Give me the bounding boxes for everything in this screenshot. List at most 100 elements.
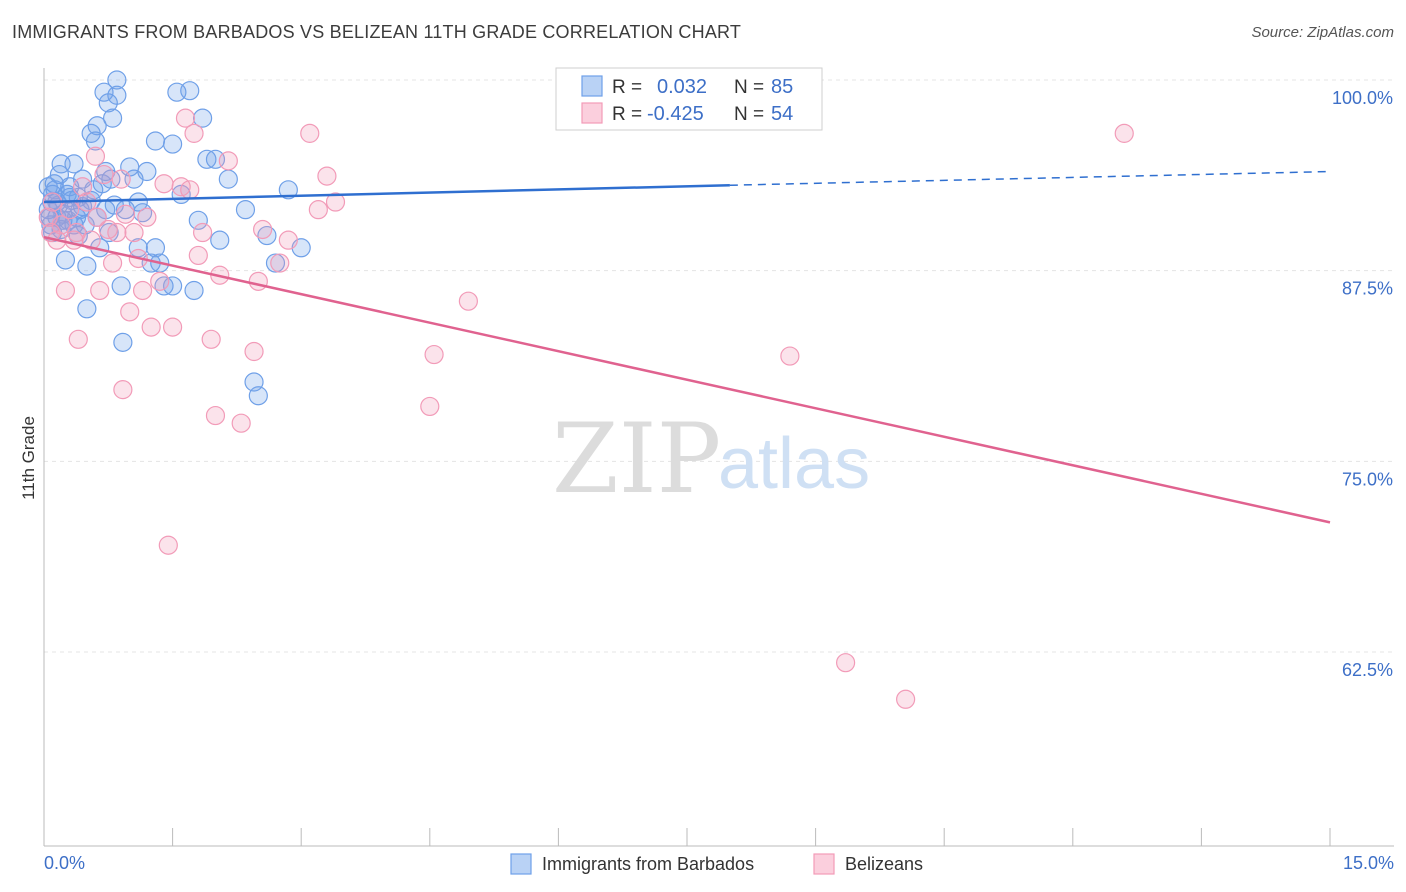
barbados-point-14 (64, 154, 84, 174)
belizean-point-5 (55, 280, 76, 301)
belizean-trend-line (43, 235, 1331, 524)
barbados-point-65 (278, 180, 298, 200)
belizean-point-20 (111, 169, 131, 189)
gridlines (44, 79, 1394, 653)
y-tick-label-0: 100.0% (1332, 88, 1393, 108)
belizean-point-22 (115, 204, 136, 224)
belizean-point-54 (424, 344, 444, 365)
belizean-point-28 (141, 317, 161, 337)
belizean-point-40 (205, 405, 226, 426)
belizean-point-50 (308, 200, 328, 220)
belizean-point-44 (244, 341, 264, 362)
belizean-point-24 (124, 222, 144, 243)
x-tick-label-right: 15.0% (1343, 853, 1394, 873)
y-tick-labels: 100.0% 87.5% 75.0% 62.5% (1332, 88, 1393, 680)
belizean-point-23 (120, 302, 140, 322)
barbados-point-33 (107, 85, 127, 105)
source-label: Source: ZipAtlas.com (1251, 24, 1394, 41)
barbados-point-20 (77, 299, 97, 319)
barbados-point-59 (218, 169, 238, 189)
y-axis-title: 11th Grade (19, 416, 38, 500)
belizean-point-21 (113, 380, 133, 400)
x-tick-label-left: 0.0% (44, 853, 85, 873)
legend-n-label-2: N = (734, 104, 764, 125)
belizean-point-39 (201, 329, 221, 349)
barbados-point-54 (188, 210, 208, 230)
belizean-point-12 (81, 230, 101, 250)
y-tick-label-2: 75.0% (1342, 469, 1393, 489)
watermark-atlas: atlas (718, 424, 870, 504)
legend-r-value-1: 0.032 (657, 76, 707, 98)
legend-n-value-2: 54 (771, 103, 793, 125)
series-legend-label-belizeans: Belizeans (845, 854, 923, 874)
barbados-point-34 (111, 276, 131, 296)
barbados-point-24 (87, 116, 107, 136)
data-points (38, 70, 1134, 709)
barbados-trend-line (43, 183, 730, 204)
belizean-point-31 (158, 535, 178, 555)
belizean-point-6 (60, 200, 80, 220)
barbados-point-10 (55, 250, 76, 270)
legend-r-label-1: R = (612, 77, 642, 98)
belizean-point-30 (154, 174, 174, 194)
barbados-point-19 (77, 256, 97, 276)
belizean-point-45 (248, 271, 268, 291)
barbados-point-62 (248, 386, 268, 406)
trend-lines (43, 170, 1331, 524)
barbados-trend-extension (729, 170, 1331, 186)
belizean-point-16 (94, 164, 114, 185)
belizean-point-26 (132, 280, 153, 301)
legend-r-label-2: R = (612, 104, 642, 125)
belizean-point-58 (896, 689, 916, 709)
belizean-point-53 (420, 396, 440, 417)
belizean-point-59 (1114, 123, 1134, 143)
barbados-point-39 (128, 192, 148, 212)
series-legend-label-barbados: Immigrants from Barbados (542, 854, 754, 874)
barbados-point-44 (145, 131, 166, 151)
belizean-point-43 (231, 413, 251, 433)
barbados-point-55 (193, 108, 213, 128)
belizean-point-4 (51, 215, 71, 235)
belizean-point-18 (102, 253, 123, 273)
legend-n-value-1: 85 (771, 76, 793, 98)
belizean-point-38 (193, 222, 213, 243)
belizean-point-46 (253, 219, 273, 240)
belizean-point-52 (325, 192, 346, 212)
barbados-point-45 (145, 238, 166, 258)
belizean-point-29 (150, 271, 170, 291)
barbados-point-58 (210, 230, 230, 250)
barbados-point-23 (85, 131, 106, 151)
barbados-point-52 (180, 81, 200, 101)
belizean-point-10 (72, 177, 93, 197)
y-tick-label-1: 87.5% (1342, 279, 1393, 299)
series-legend: Immigrants from Barbados Belizeans (510, 853, 923, 875)
series-legend-swatch-belizeans (813, 853, 835, 875)
y-tick-label-3: 62.5% (1342, 660, 1393, 680)
belizean-point-14 (87, 207, 107, 227)
barbados-point-53 (184, 280, 204, 301)
barbados-point-32 (107, 70, 127, 90)
stats-legend: R = 0.032 N = 85 R = -0.425 N = 54 (555, 67, 823, 131)
series-legend-swatch-barbados (510, 853, 532, 875)
belizean-point-42 (218, 151, 238, 171)
barbados-point-35 (113, 332, 133, 352)
belizean-point-13 (85, 146, 106, 166)
belizean-point-48 (278, 230, 298, 250)
belizean-point-27 (137, 207, 157, 227)
chart-title: IMMIGRANTS FROM BARBADOS VS BELIZEAN 11T… (12, 22, 742, 42)
belizean-point-47 (270, 253, 290, 273)
barbados-point-60 (235, 200, 256, 220)
legend-swatch-barbados (581, 75, 603, 97)
watermark-zip: ZIP (552, 403, 721, 515)
belizean-point-15 (90, 280, 110, 301)
belizean-point-9 (68, 329, 88, 349)
belizean-point-34 (175, 108, 196, 128)
belizean-point-49 (300, 123, 320, 143)
legend-n-label-1: N = (734, 77, 764, 98)
belizean-point-19 (107, 222, 127, 243)
belizean-point-36 (184, 123, 204, 143)
watermark: ZIP atlas (552, 403, 870, 515)
belizean-point-51 (317, 166, 337, 186)
barbados-point-49 (163, 276, 183, 296)
